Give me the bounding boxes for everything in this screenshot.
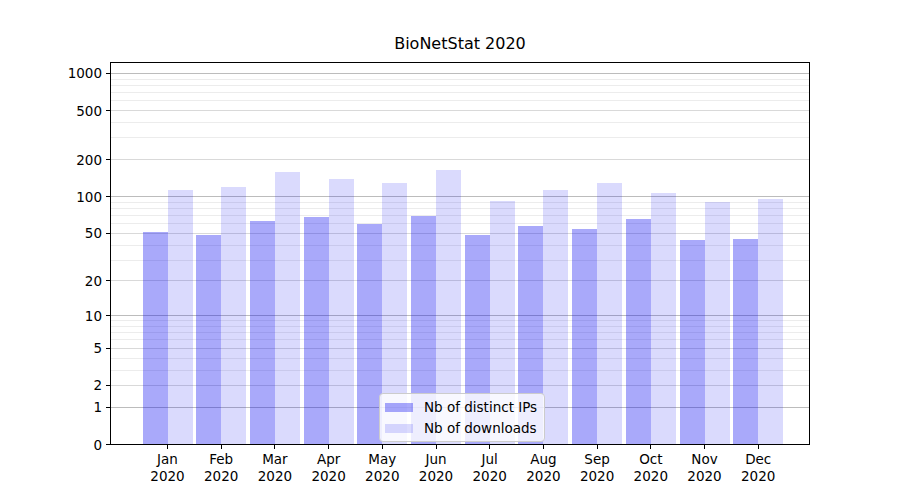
- x-tick-mark: [221, 445, 222, 449]
- x-tick-label-month: Jun: [406, 451, 466, 468]
- y-tick-mark: [106, 348, 110, 349]
- x-tick-label-year: 2020: [513, 468, 573, 485]
- y-tick-mark: [106, 196, 110, 197]
- x-tick-label: Dec2020: [728, 451, 788, 485]
- y-tick-label: 50: [24, 225, 102, 241]
- x-tick-label-month: Jan: [138, 451, 198, 468]
- y-tick-label: 200: [24, 152, 102, 168]
- x-tick-label-month: Mar: [245, 451, 305, 468]
- x-tick-label-year: 2020: [352, 468, 412, 485]
- x-tick-mark: [167, 445, 168, 449]
- x-tick-label: Aug2020: [513, 451, 573, 485]
- x-tick-label: Jan2020: [138, 451, 198, 485]
- x-tick-mark: [274, 445, 275, 449]
- x-tick-label-month: Oct: [621, 451, 681, 468]
- y-tick-mark: [106, 407, 110, 408]
- x-tick-mark: [436, 445, 437, 449]
- x-tick-label-month: Nov: [675, 451, 735, 468]
- bar-chart: 01251020501002005001000Jan2020Feb2020Mar…: [0, 0, 900, 500]
- x-tick-label-month: Jul: [460, 451, 520, 468]
- y-tick-mark: [106, 444, 110, 445]
- x-tick-label-year: 2020: [460, 468, 520, 485]
- y-tick-label: 10: [24, 308, 102, 324]
- y-tick-label: 500: [24, 103, 102, 119]
- legend-item-downloads: Nb of downloads: [385, 418, 544, 439]
- x-tick-label-year: 2020: [675, 468, 735, 485]
- x-tick-label-year: 2020: [245, 468, 305, 485]
- x-tick-label-month: Sep: [567, 451, 627, 468]
- x-tick-mark: [328, 445, 329, 449]
- y-tick-label: 2: [24, 377, 102, 393]
- chart-title: BioNetStat 2020: [110, 34, 810, 53]
- y-tick-mark: [106, 280, 110, 281]
- x-tick-label: Oct2020: [621, 451, 681, 485]
- x-tick-mark: [543, 445, 544, 449]
- legend-label-downloads: Nb of downloads: [424, 418, 537, 439]
- x-tick-label-year: 2020: [191, 468, 251, 485]
- x-tick-label-year: 2020: [621, 468, 681, 485]
- y-tick-mark: [106, 110, 110, 111]
- x-tick-label: Jun2020: [406, 451, 466, 485]
- y-tick-label: 1: [24, 399, 102, 415]
- x-tick-label: Nov2020: [675, 451, 735, 485]
- x-tick-label: Apr2020: [299, 451, 359, 485]
- y-tick-label: 0: [24, 437, 102, 453]
- x-tick-mark: [650, 445, 651, 449]
- x-tick-mark: [489, 445, 490, 449]
- x-tick-label: Jul2020: [460, 451, 520, 485]
- legend-swatch-distinct-ips: [385, 403, 413, 412]
- x-tick-mark: [382, 445, 383, 449]
- x-tick-label: Feb2020: [191, 451, 251, 485]
- y-tick-mark: [106, 233, 110, 234]
- legend: Nb of distinct IPs Nb of downloads: [379, 393, 545, 442]
- x-tick-mark: [597, 445, 598, 449]
- x-tick-label: Mar2020: [245, 451, 305, 485]
- y-tick-label: 5: [24, 340, 102, 356]
- x-tick-mark: [758, 445, 759, 449]
- y-tick-label: 1000: [24, 65, 102, 81]
- x-tick-label-month: Aug: [513, 451, 573, 468]
- legend-swatch-downloads: [385, 424, 413, 433]
- x-tick-label-month: Apr: [299, 451, 359, 468]
- y-tick-label: 100: [24, 189, 102, 205]
- y-tick-mark: [106, 73, 110, 74]
- legend-label-distinct-ips: Nb of distinct IPs: [424, 397, 537, 418]
- y-tick-label: 20: [24, 273, 102, 289]
- x-tick-label-year: 2020: [567, 468, 627, 485]
- legend-item-distinct-ips: Nb of distinct IPs: [385, 397, 544, 418]
- x-tick-label: Sep2020: [567, 451, 627, 485]
- y-tick-mark: [106, 315, 110, 316]
- x-tick-label-month: Dec: [728, 451, 788, 468]
- x-tick-label: May2020: [352, 451, 412, 485]
- x-tick-label-month: May: [352, 451, 412, 468]
- x-tick-label-month: Feb: [191, 451, 251, 468]
- x-tick-mark: [704, 445, 705, 449]
- x-tick-label-year: 2020: [728, 468, 788, 485]
- x-tick-label-year: 2020: [299, 468, 359, 485]
- x-tick-label-year: 2020: [138, 468, 198, 485]
- y-tick-mark: [106, 385, 110, 386]
- x-tick-label-year: 2020: [406, 468, 466, 485]
- y-tick-mark: [106, 159, 110, 160]
